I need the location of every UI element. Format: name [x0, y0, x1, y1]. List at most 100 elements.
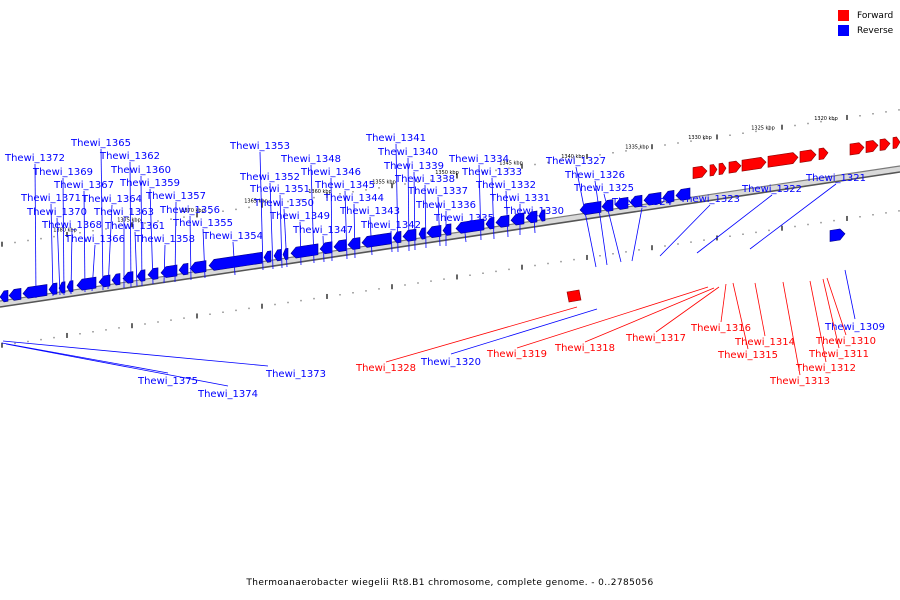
reverse-gene-arrow [189, 260, 207, 274]
reverse-gene-label: Thewi_1332 [475, 180, 536, 191]
leader-line [407, 157, 410, 252]
leader-line [395, 143, 399, 253]
reverse-gene-label: Thewi_1340 [377, 147, 438, 158]
forward-gene-arrow [741, 156, 767, 172]
reverse-gene-label: Thewi_1372 [4, 153, 65, 164]
reverse-gene-label: Thewi_1362 [99, 151, 160, 162]
legend: Forward Reverse [838, 8, 893, 38]
reverse-gene-arrow [510, 212, 525, 226]
reverse-gene-label: Thewi_1345 [314, 180, 375, 191]
forward-gene-label: Thewi_1311 [808, 349, 869, 360]
leader-line [50, 203, 54, 297]
reverse-gene-arrow [122, 271, 134, 284]
leader-line [232, 241, 236, 276]
reverse-gene-arrow [643, 192, 662, 206]
axis-label-kbp: 1320 kbp [814, 116, 838, 122]
leader-line [107, 204, 113, 290]
reverse-gene-label: Thewi_1364 [81, 194, 142, 205]
leader-line [390, 230, 393, 253]
reverse-gene-label: Thewi_1361 [104, 221, 165, 232]
leader-line [631, 207, 643, 262]
forward-gene-arrow [865, 140, 879, 153]
reverse-gene-arrow [319, 241, 333, 255]
axis-label-kbp: 1325 kbp [751, 126, 775, 132]
reverse-gene-label: Thewi_1333 [461, 167, 522, 178]
leader-line [56, 217, 61, 296]
reverse-gene-label: Thewi_1368 [41, 220, 102, 231]
leader-line [163, 244, 166, 284]
forward-gene-arrow [879, 138, 891, 151]
reverse-gene-label: Thewi_1369 [32, 167, 93, 178]
forward-gene-arrow [718, 162, 727, 176]
legend-reverse-label: Reverse [857, 25, 894, 36]
forward-gene-label: Thewi_1314 [734, 337, 795, 348]
legend-reverse: Reverse [838, 23, 893, 38]
reverse-gene-arrow [347, 237, 361, 250]
axis-label-kbp: 1365 kbp [244, 199, 268, 205]
reverse-gene-label: Thewi_1358 [134, 234, 195, 245]
axis-label-kbp: 1335 kbp [625, 144, 649, 150]
reverse-gene-label: Thewi_1344 [323, 193, 384, 204]
reverse-gene-label: Thewi_1367 [53, 180, 114, 191]
reverse-gene-label: Thewi_1331 [489, 193, 550, 204]
reverse-gene-label: Thewi_1324 [611, 197, 672, 208]
leader-line [283, 208, 288, 268]
reverse-gene-label: Thewi_1323 [679, 194, 740, 205]
reverse-gene-arrow [290, 243, 319, 259]
leader-line [491, 177, 495, 240]
leader-line [655, 286, 720, 333]
reverse-gene-label: Thewi_1357 [145, 191, 206, 202]
reverse-gene-label: Thewi_1337 [407, 186, 468, 197]
backbone-edge-bottom [0, 171, 900, 308]
leader-line [822, 278, 840, 349]
leader-line [696, 194, 773, 254]
reverse-gene-arrow [111, 273, 121, 286]
reverse-gene-arrow [426, 225, 442, 239]
leader-line [322, 235, 325, 263]
leader-line [369, 216, 373, 256]
axis-label-kbp: 1350 kbp [435, 170, 459, 176]
reverse-gene-arrow [614, 196, 629, 210]
leader-line [505, 190, 509, 238]
leader-line [353, 203, 356, 259]
leader-line [279, 194, 283, 269]
reverse-gene-arrow [485, 217, 495, 230]
axis-label-kbp: 1380 kbp [53, 227, 77, 233]
reverse-gene-label: Thewi_1365 [70, 138, 131, 149]
leader-line [749, 183, 837, 250]
reverse-gene-label: Thewi_1326 [564, 170, 625, 181]
forward-gene-label: Thewi_1318 [554, 343, 615, 354]
leader-line [413, 171, 416, 251]
reverse-gene-label: Thewi_1339 [383, 161, 444, 172]
genome-caption: Thermoanaerobacter wiegelii Rt8.B1 chrom… [246, 578, 654, 588]
leader-line [330, 177, 333, 262]
forward-gene-arrow [799, 149, 817, 163]
leader-line [269, 182, 274, 270]
reverse-gene-arrow [273, 249, 282, 262]
leader-line [202, 228, 206, 279]
leader-line [62, 177, 65, 296]
leader-line [603, 193, 622, 263]
leader-line [174, 201, 177, 283]
leader-line [83, 190, 86, 293]
axis-label-kbp: 1345 kbp [499, 160, 523, 166]
reverse-gene-label: Thewi_1327 [545, 156, 606, 167]
reverse-gene-arrow [76, 276, 97, 291]
reverse-gene-arrow [392, 231, 402, 244]
axis-label-kbp: 1360 kbp [308, 189, 332, 195]
leader-line [584, 287, 715, 343]
reverse-gene-arrow [263, 250, 272, 263]
reverse-gene-label: Thewi_1366 [64, 234, 125, 245]
leader-line [129, 161, 132, 288]
legend-forward: Forward [838, 8, 893, 23]
reverse-gene-arrow [333, 239, 347, 252]
leader-line [516, 286, 709, 349]
reverse-gene-label: Thewi_1370 [26, 207, 87, 218]
reverse-gene-label: Thewi_1371 [20, 193, 81, 204]
leader-line [149, 188, 154, 285]
leader-line [720, 283, 727, 323]
leader-line [140, 175, 143, 287]
forward-gene-label: Thewi_1317 [625, 333, 686, 344]
forward-gene-label: Thewi_1313 [769, 376, 830, 387]
